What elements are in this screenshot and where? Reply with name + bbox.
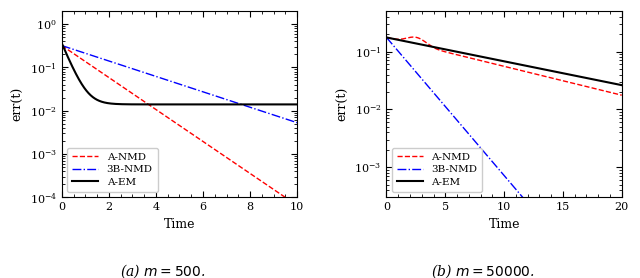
A-EM bbox=[491, 58, 499, 61]
Y-axis label: err(t): err(t) bbox=[11, 87, 24, 121]
3B-NMD bbox=[287, 119, 294, 122]
A-EM bbox=[243, 103, 251, 106]
3B-NMD bbox=[166, 79, 174, 83]
3B-NMD bbox=[243, 105, 251, 108]
A-EM bbox=[293, 103, 301, 106]
Line: A-EM: A-EM bbox=[62, 43, 297, 105]
A-EM bbox=[611, 82, 619, 85]
3B-NMD bbox=[172, 81, 180, 85]
A-EM bbox=[286, 103, 294, 106]
Line: 3B-NMD: 3B-NMD bbox=[62, 46, 297, 123]
A-EM bbox=[618, 83, 626, 87]
Text: (a) $m = 500$.: (a) $m = 500$. bbox=[120, 262, 206, 278]
Legend: A-NMD, 3B-NMD, A-EM: A-NMD, 3B-NMD, A-EM bbox=[392, 148, 483, 192]
A-NMD bbox=[497, 64, 505, 67]
3B-NMD bbox=[497, 170, 505, 173]
A-NMD bbox=[293, 204, 301, 207]
A-EM bbox=[395, 38, 403, 42]
A-NMD bbox=[611, 92, 619, 95]
A-EM bbox=[172, 103, 180, 106]
Line: A-NMD: A-NMD bbox=[387, 37, 622, 95]
A-EM bbox=[70, 68, 77, 71]
A-NMD bbox=[395, 38, 403, 41]
A-EM bbox=[568, 73, 575, 77]
A-NMD bbox=[618, 93, 626, 97]
A-NMD bbox=[287, 199, 294, 202]
A-NMD bbox=[172, 121, 180, 125]
3B-NMD bbox=[383, 36, 390, 39]
A-NMD bbox=[166, 117, 174, 121]
3B-NMD bbox=[491, 163, 499, 166]
A-EM bbox=[58, 42, 66, 45]
3B-NMD bbox=[395, 50, 403, 53]
Line: 3B-NMD: 3B-NMD bbox=[387, 38, 622, 278]
A-NMD bbox=[58, 44, 66, 47]
Text: (b) $m = 50000$.: (b) $m = 50000$. bbox=[431, 262, 535, 278]
A-NMD bbox=[611, 92, 619, 95]
3B-NMD bbox=[70, 48, 77, 51]
A-NMD bbox=[70, 52, 77, 55]
3B-NMD bbox=[293, 121, 301, 124]
A-EM bbox=[611, 82, 619, 85]
A-NMD bbox=[286, 199, 294, 202]
A-EM bbox=[383, 36, 390, 39]
3B-NMD bbox=[58, 44, 66, 47]
3B-NMD bbox=[286, 119, 294, 122]
X-axis label: Time: Time bbox=[488, 218, 520, 231]
Line: A-NMD: A-NMD bbox=[62, 46, 297, 205]
3B-NMD bbox=[568, 253, 575, 257]
Legend: A-NMD, 3B-NMD, A-EM: A-NMD, 3B-NMD, A-EM bbox=[67, 148, 158, 192]
A-NMD bbox=[568, 81, 576, 85]
A-NMD bbox=[491, 62, 499, 66]
X-axis label: Time: Time bbox=[164, 218, 195, 231]
A-EM bbox=[287, 103, 294, 106]
A-EM bbox=[166, 103, 174, 106]
A-NMD bbox=[410, 35, 417, 39]
A-NMD bbox=[383, 36, 390, 39]
A-EM bbox=[497, 59, 505, 62]
Y-axis label: err(t): err(t) bbox=[336, 87, 349, 121]
A-NMD bbox=[243, 170, 251, 173]
Line: A-EM: A-EM bbox=[387, 38, 622, 85]
